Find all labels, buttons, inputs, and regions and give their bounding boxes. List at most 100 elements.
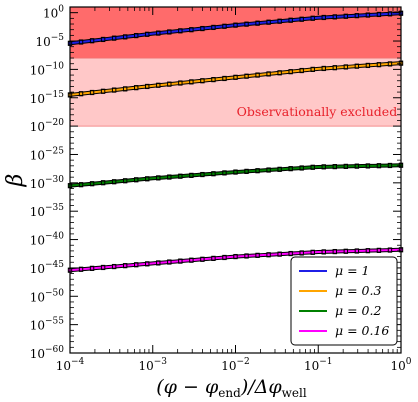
y-tick-label-10: 10−50 xyxy=(30,288,65,304)
series-point-fill-1-16 xyxy=(157,84,160,87)
series-line-outline-2 xyxy=(69,163,402,188)
series-point-fill-3-36 xyxy=(267,253,270,256)
series-point-fill-2-2 xyxy=(79,183,83,186)
series-point-fill-3-44 xyxy=(311,251,314,254)
series-point-fill-1-6 xyxy=(101,90,105,93)
legend-box xyxy=(290,256,398,346)
series-layer xyxy=(67,10,404,273)
series-point-fill-2-38 xyxy=(278,168,281,171)
series-point-fill-1-34 xyxy=(256,73,259,77)
y-tick-label-8: 10−40 xyxy=(30,232,65,248)
series-point-fill-0-46 xyxy=(322,16,325,19)
x-axis-label: (φ − φend)/Δφwell xyxy=(156,376,307,400)
series-point-fill-2-32 xyxy=(245,170,248,173)
series-point-fill-1-56 xyxy=(377,63,381,66)
series-point-fill-3-20 xyxy=(179,259,182,263)
x-axis-label-sub-well: well xyxy=(282,386,307,400)
series-point-fill-3-16 xyxy=(157,261,160,265)
series-point-fill-2-28 xyxy=(223,171,226,175)
series-point-fill-2-50 xyxy=(344,165,348,168)
series-point-fill-0-48 xyxy=(333,15,336,19)
series-0 xyxy=(67,10,404,46)
series-point-fill-2-16 xyxy=(157,176,160,180)
series-point-fill-1-36 xyxy=(267,72,270,76)
series-point-fill-0-54 xyxy=(366,13,370,17)
series-point-fill-1-58 xyxy=(388,62,392,66)
series-point-fill-1-38 xyxy=(278,71,281,74)
series-point-fill-3-2 xyxy=(79,268,83,271)
series-point-fill-0-42 xyxy=(300,18,303,21)
x-axis-label-main: (φ − φ xyxy=(156,376,219,398)
series-point-fill-2-6 xyxy=(101,181,105,184)
series-point-fill-0-52 xyxy=(355,14,359,17)
series-point-fill-2-46 xyxy=(322,165,325,169)
series-point-fill-3-24 xyxy=(201,258,204,261)
series-point-fill-0-2 xyxy=(79,40,83,44)
series-point-fill-2-42 xyxy=(300,166,303,170)
series-point-fill-2-54 xyxy=(366,164,370,168)
series-point-fill-0-6 xyxy=(101,38,105,41)
series-point-fill-3-14 xyxy=(146,262,149,266)
y-axis: 100 10−5 10−10 10−15 10−20 10−25 10−30 10−35 10−… xyxy=(30,5,401,361)
series-point-fill-2-34 xyxy=(256,169,259,172)
series-1 xyxy=(67,60,404,98)
series-point-fill-3-52 xyxy=(355,249,359,253)
series-point-fill-1-2 xyxy=(79,92,83,95)
series-point-fill-3-38 xyxy=(278,252,281,256)
series-point-fill-3-28 xyxy=(223,256,226,259)
series-point-fill-0-24 xyxy=(201,27,204,30)
series-point-fill-3-32 xyxy=(245,254,248,258)
legend-label-3: μ = 0.16 xyxy=(335,323,389,338)
series-point-fill-2-10 xyxy=(123,179,127,182)
series-point-fill-0-36 xyxy=(267,21,270,24)
series-point-fill-3-42 xyxy=(300,251,303,255)
series-point-fill-0-44 xyxy=(311,17,314,20)
x-axis-label-mid: )/Δφ xyxy=(240,376,283,398)
series-point-fill-1-8 xyxy=(112,88,116,92)
series-point-fill-3-46 xyxy=(322,250,325,254)
series-point-fill-2-44 xyxy=(311,166,314,169)
series-point-fill-3-10 xyxy=(123,264,127,267)
series-point-fill-0-10 xyxy=(123,35,127,39)
series-point-fill-2-56 xyxy=(377,164,381,167)
y-tick-label-11: 10−55 xyxy=(30,317,65,333)
series-point-fill-1-20 xyxy=(179,81,182,85)
series-point-fill-3-34 xyxy=(256,254,259,257)
series-point-fill-3-54 xyxy=(366,249,370,252)
y-tick-label-4: 10−20 xyxy=(30,118,65,134)
series-point-fill-3-4 xyxy=(90,267,94,270)
series-point-fill-3-18 xyxy=(168,260,171,264)
series-point-fill-2-18 xyxy=(168,175,171,179)
series-point-fill-3-12 xyxy=(135,263,138,266)
series-point-fill-3-40 xyxy=(289,252,292,255)
series-point-fill-3-30 xyxy=(234,255,237,258)
series-point-fill-1-30 xyxy=(234,76,237,79)
y-tick-label-3: 10−15 xyxy=(30,90,65,106)
series-point-fill-1-46 xyxy=(322,67,325,70)
x-tick-label-4: 100 xyxy=(390,357,411,373)
series-point-fill-2-36 xyxy=(267,168,270,172)
series-point-fill-3-50 xyxy=(344,250,348,253)
series-point-fill-1-50 xyxy=(344,65,348,69)
series-point-fill-0-50 xyxy=(344,15,348,18)
series-point-fill-3-26 xyxy=(212,257,215,260)
series-point-fill-2-22 xyxy=(190,174,193,177)
series-point-fill-3-22 xyxy=(190,259,193,262)
series-point-fill-2-4 xyxy=(90,182,94,185)
series-point-fill-2-8 xyxy=(112,180,116,183)
x-tick-label-2: 10−2 xyxy=(221,357,250,373)
y-tick-label-0: 100 xyxy=(43,5,64,21)
series-2 xyxy=(67,162,404,189)
series-point-fill-0-28 xyxy=(223,25,226,28)
series-point-fill-1-32 xyxy=(245,75,248,78)
x-axis-label-sub-end: end xyxy=(218,386,241,400)
legend: μ = 1 μ = 0.3 μ = 0.2 μ = 0.16 xyxy=(290,256,398,346)
y-tick-label-7: 10−35 xyxy=(30,203,65,219)
y-tick-label-9: 10−45 xyxy=(30,260,65,276)
series-point-fill-2-12 xyxy=(135,178,138,181)
series-point-fill-1-4 xyxy=(90,91,94,94)
series-point-fill-1-28 xyxy=(223,77,226,80)
series-point-fill-2-52 xyxy=(355,164,359,168)
series-3 xyxy=(67,247,404,273)
